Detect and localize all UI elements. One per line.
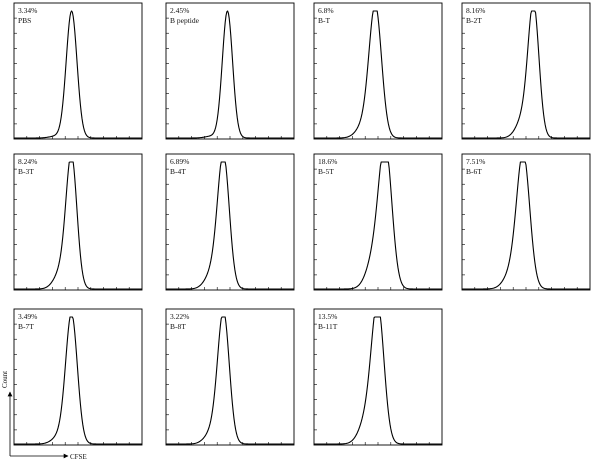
- histogram-panel: 2.45%B peptide: [165, 2, 295, 140]
- histogram-panel: 8.16%B-2T: [461, 2, 591, 140]
- histogram-curve: [14, 316, 142, 445]
- sample-label: B-5T: [318, 167, 334, 176]
- y-axis-label: Count: [1, 371, 9, 388]
- histogram-panel: 3.34%PBS: [13, 2, 143, 140]
- panel-frame: [313, 2, 443, 140]
- percent-label: 8.16%: [466, 6, 485, 15]
- histogram-curve: [314, 10, 442, 139]
- percent-label: 8.24%: [18, 157, 37, 166]
- sample-label: B peptide: [170, 16, 200, 25]
- sample-label: B-3T: [18, 167, 34, 176]
- histogram-panel: 6.89%B-4T: [165, 153, 295, 291]
- histogram-curve: [14, 161, 142, 290]
- histogram-panel: 3.49%B-7T: [13, 308, 143, 446]
- percent-label: 3.34%: [18, 6, 37, 15]
- percent-label: 13.5%: [318, 312, 337, 321]
- percent-label: 2.45%: [170, 6, 189, 15]
- sample-label: B-7T: [18, 322, 34, 331]
- histogram-panel: 13.5%B-11T: [313, 308, 443, 446]
- histogram-curve: [14, 10, 142, 139]
- sample-label: B-11T: [318, 322, 338, 331]
- histogram-panel: 3.22%B-8T: [165, 308, 295, 446]
- histogram-curve: [314, 316, 442, 445]
- histogram-curve: [314, 161, 442, 290]
- histogram-panel: 8.24%B-3T: [13, 153, 143, 291]
- percent-label: 3.49%: [18, 312, 37, 321]
- sample-label: PBS: [18, 16, 31, 25]
- histogram-panel: 7.51%B-6T: [461, 153, 591, 291]
- histogram-panel: 18.6%B-5T: [313, 153, 443, 291]
- percent-label: 6.8%: [318, 6, 334, 15]
- histogram-curve: [166, 10, 294, 139]
- sample-label: B-6T: [466, 167, 482, 176]
- histogram-panel: 6.8%B-T: [313, 2, 443, 140]
- x-axis-label: CFSE: [70, 453, 87, 461]
- histogram-curve: [462, 10, 590, 139]
- histogram-curve: [166, 316, 294, 445]
- sample-label: B-T: [318, 16, 331, 25]
- percent-label: 6.89%: [170, 157, 189, 166]
- histogram-curve: [462, 161, 590, 290]
- sample-label: B-4T: [170, 167, 186, 176]
- sample-label: B-2T: [466, 16, 482, 25]
- percent-label: 18.6%: [318, 157, 337, 166]
- histogram-curve: [166, 161, 294, 290]
- sample-label: B-8T: [170, 322, 186, 331]
- percent-label: 3.22%: [170, 312, 189, 321]
- percent-label: 7.51%: [466, 157, 485, 166]
